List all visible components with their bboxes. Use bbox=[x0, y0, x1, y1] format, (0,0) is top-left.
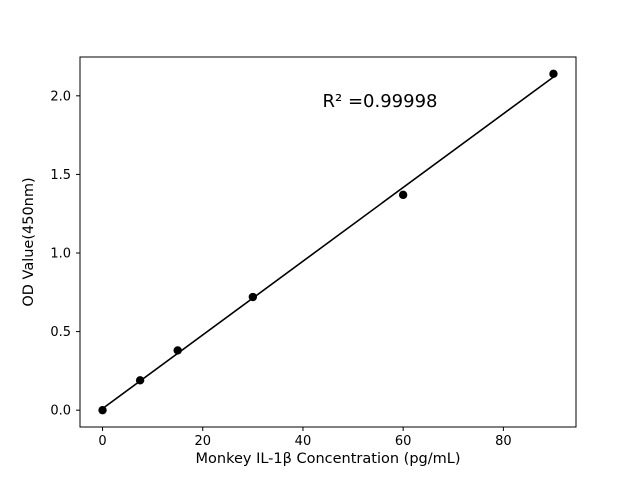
y-tick-label: 1.0 bbox=[50, 247, 71, 262]
y-tick-label: 1.5 bbox=[50, 168, 71, 183]
y-tick-label: 0.0 bbox=[50, 404, 71, 419]
data-point bbox=[173, 346, 182, 355]
data-point bbox=[248, 292, 258, 302]
x-tick-label: 80 bbox=[495, 434, 512, 449]
x-tick-label: 40 bbox=[295, 434, 312, 449]
data-point bbox=[398, 190, 408, 200]
x-tick-label: 0 bbox=[98, 434, 106, 449]
data-point bbox=[98, 405, 107, 415]
data-point bbox=[135, 376, 145, 385]
y-axis-label: OD Value(450nm) bbox=[21, 177, 37, 306]
y-tick-label: 0.5 bbox=[50, 325, 71, 340]
x-axis-label: Monkey IL-1β Concentration (pg/mL) bbox=[196, 451, 461, 467]
x-tick-label: 20 bbox=[194, 434, 211, 449]
r-squared-annotation: R² =0.99998 bbox=[323, 91, 438, 112]
axes-frame bbox=[79, 56, 577, 428]
x-tick-label: 60 bbox=[395, 434, 412, 449]
y-tick-label: 2.0 bbox=[50, 89, 71, 104]
data-point bbox=[549, 69, 558, 79]
